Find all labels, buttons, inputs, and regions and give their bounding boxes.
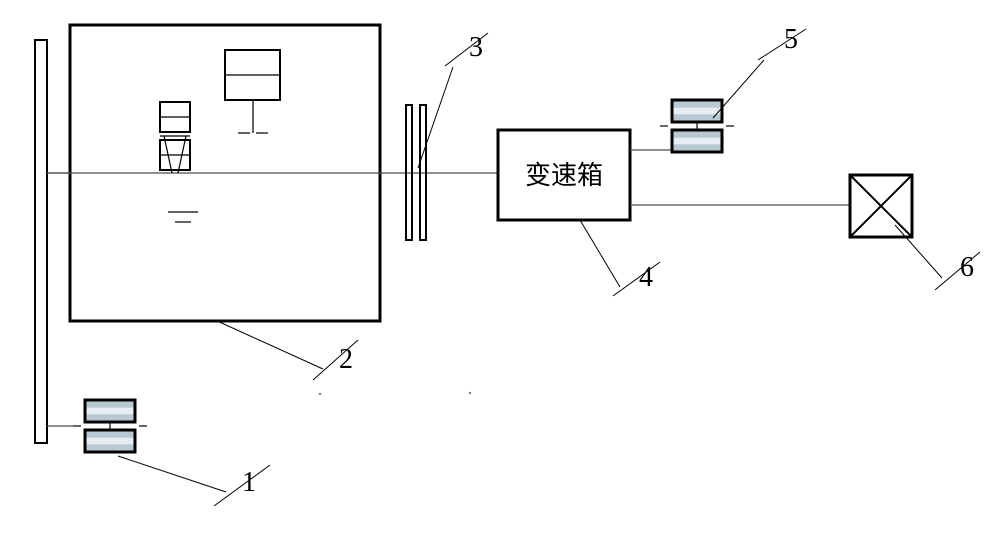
speck-b: [469, 392, 471, 394]
comp1-lower: [85, 430, 135, 452]
label-1: 1: [242, 467, 256, 498]
leader-6: [895, 225, 942, 278]
leader-4: [580, 220, 620, 287]
speck-a: [319, 393, 321, 395]
leader-5: [713, 60, 764, 118]
comp1-upper: [85, 400, 135, 422]
label-5: 5: [784, 24, 798, 55]
comp5-lower: [672, 130, 722, 152]
leader-tick-5: [758, 29, 806, 60]
leader-3: [418, 67, 453, 168]
gearbox-label: 变速箱: [525, 161, 603, 190]
label-3: 3: [469, 32, 483, 63]
comp5-upper: [672, 100, 722, 122]
label-4: 4: [639, 262, 653, 293]
leader-2: [215, 320, 323, 369]
label-2: 2: [339, 344, 353, 375]
left-vertical-bar: [35, 40, 47, 443]
label-6: 6: [960, 252, 974, 283]
leader-1: [118, 456, 226, 492]
